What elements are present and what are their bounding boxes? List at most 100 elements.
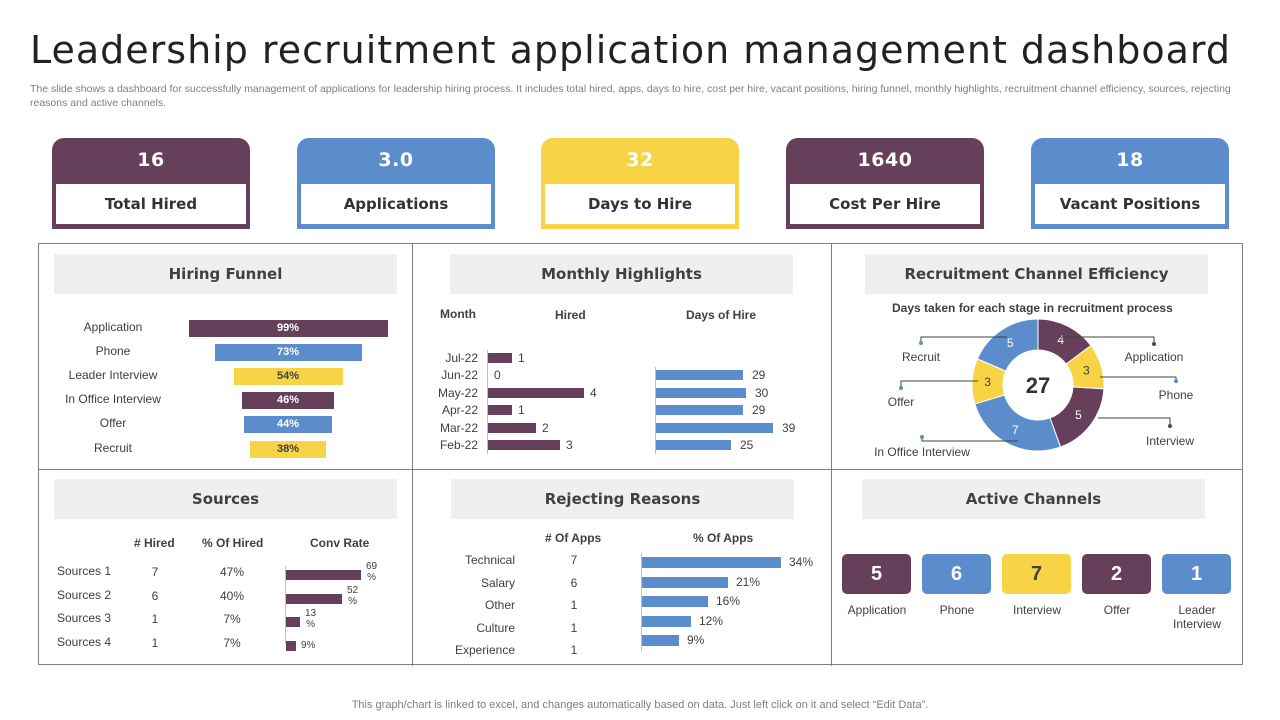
- days-value: 39: [782, 420, 796, 435]
- hired-bar: [488, 422, 536, 433]
- month-label: May-22: [437, 385, 478, 400]
- page-subtitle: The slide shows a dashboard for successf…: [30, 83, 1231, 109]
- hired-value: 4: [590, 385, 597, 400]
- source-pct: 7%: [223, 612, 241, 626]
- month-label: Jun-22: [441, 368, 478, 383]
- funnel-bar: 73%: [214, 344, 362, 361]
- reject-apps: 6: [570, 575, 578, 590]
- reject-reason: Technical: [464, 553, 515, 567]
- reject-reason: Salary: [480, 575, 515, 590]
- reject-value: 12%: [699, 613, 724, 628]
- reject-bar: [642, 557, 781, 568]
- hired-bar: [488, 387, 584, 398]
- channel-label: Offer: [1103, 603, 1131, 617]
- source-pct: 7%: [223, 635, 241, 650]
- conv-value: 13%: [305, 608, 316, 630]
- kpi-value: 32: [626, 149, 654, 171]
- kpi-label: Applications: [301, 184, 491, 224]
- page-title: Leadership recruitment application manag…: [30, 28, 1231, 72]
- callout-label: Interview: [1146, 434, 1194, 448]
- callout-line: [900, 380, 978, 388]
- channel-label: Application: [847, 603, 907, 617]
- conv-bar: [286, 617, 300, 627]
- reject-reason: Culture: [476, 620, 515, 635]
- donut-slice-value: 7: [1012, 423, 1019, 437]
- funnel-bar: 38%: [250, 441, 326, 458]
- days-axis: [655, 367, 656, 454]
- kpi-value: 18: [1116, 149, 1144, 171]
- rejecting-panel-title: Rejecting Reasons: [451, 479, 794, 519]
- month-label: Apr-22: [441, 403, 478, 418]
- reject-apps: 1: [570, 598, 578, 613]
- funnel-bar: 46%: [242, 392, 334, 409]
- donut-slice-value: 5: [1075, 408, 1082, 422]
- days-bar: [656, 440, 731, 450]
- efficiency-subtitle: Days taken for each stage in recruitment…: [892, 301, 1173, 315]
- kpi-value: 1640: [857, 149, 913, 171]
- reject-reason: Experience: [454, 643, 515, 658]
- hired-value: 1: [518, 351, 525, 365]
- grid-divider: [412, 243, 413, 666]
- callout-dot: [1152, 342, 1156, 346]
- funnel-stage-label: Application: [83, 320, 143, 334]
- footer-note: This graph/chart is linked to excel, and…: [351, 699, 929, 711]
- source-pct: 47%: [219, 565, 245, 579]
- conv-bar: [286, 640, 296, 651]
- sources-column-header: Conv Rate: [310, 536, 370, 550]
- days-bar: [656, 422, 773, 433]
- source-pct: 40%: [219, 588, 245, 603]
- donut-slice-value: 5: [1007, 336, 1014, 350]
- reject-value: 21%: [736, 574, 761, 589]
- active-panel-title: Active Channels: [862, 479, 1205, 519]
- hired-bar: [488, 353, 512, 363]
- funnel-stage-label: In Office Interview: [65, 392, 161, 406]
- reject-value: 34%: [789, 555, 814, 569]
- funnel-bar: 54%: [233, 368, 343, 385]
- efficiency-panel-title: Recruitment Channel Efficiency: [865, 254, 1208, 294]
- funnel-bar: 99%: [188, 320, 388, 337]
- reject-bar: [642, 576, 728, 588]
- conv-value-part: %: [367, 572, 377, 583]
- channel-count: 5: [842, 554, 911, 594]
- grid-divider: [38, 469, 1243, 470]
- kpi-card: 1640 Cost Per Hire: [786, 138, 984, 229]
- reject-value: 16%: [716, 594, 741, 608]
- conv-value: 9%: [301, 639, 316, 651]
- source-name: Sources 1: [57, 564, 112, 578]
- conv-axis: [285, 566, 286, 644]
- callout-line: [1100, 376, 1177, 381]
- channel-count: 7: [1002, 554, 1071, 594]
- hired-bar: [488, 440, 560, 450]
- hired-bar: [488, 405, 512, 416]
- days-bar: [656, 387, 746, 398]
- channel-label: Phone: [939, 603, 975, 617]
- sources-column-header: # Hired: [134, 536, 175, 550]
- channel-efficiency-donut: 4 3 5 7 3 5 27 Application Phone Interview In Offi…: [874, 318, 1194, 459]
- source-name: Sources 2: [57, 587, 112, 602]
- callout-label: Offer: [888, 395, 914, 409]
- callout-line: [1060, 336, 1155, 344]
- kpi-card: 16 Total Hired: [52, 138, 250, 229]
- channel-label: Leader Interview: [1172, 603, 1222, 631]
- rejecting-column-header: % Of Apps: [693, 531, 754, 545]
- donut-center-value: 27: [1026, 373, 1050, 398]
- kpi-label: Vacant Positions: [1035, 184, 1225, 224]
- reject-bar: [642, 596, 708, 607]
- kpi-label: Days to Hire: [545, 184, 735, 224]
- funnel-stage-label: Phone: [95, 344, 131, 358]
- kpi-card: 18 Vacant Positions: [1031, 138, 1229, 229]
- donut-slice-value: 3: [1083, 364, 1090, 378]
- callout-line: [1098, 417, 1171, 426]
- donut-slice-value: 4: [1057, 333, 1064, 347]
- reject-bar: [642, 635, 679, 646]
- monthly-panel-title: Monthly Highlights: [450, 254, 793, 294]
- month-label: Jul-22: [445, 351, 478, 365]
- dashboard-grid: [38, 243, 1243, 665]
- conv-bar: [286, 593, 342, 604]
- reject-apps: 7: [570, 553, 578, 567]
- funnel-stage-label: Leader Interview: [68, 368, 158, 382]
- days-bar: [656, 370, 743, 381]
- conv-value-part: 52: [347, 584, 359, 596]
- callout-dot: [919, 341, 923, 345]
- kpi-value: 3.0: [378, 149, 414, 171]
